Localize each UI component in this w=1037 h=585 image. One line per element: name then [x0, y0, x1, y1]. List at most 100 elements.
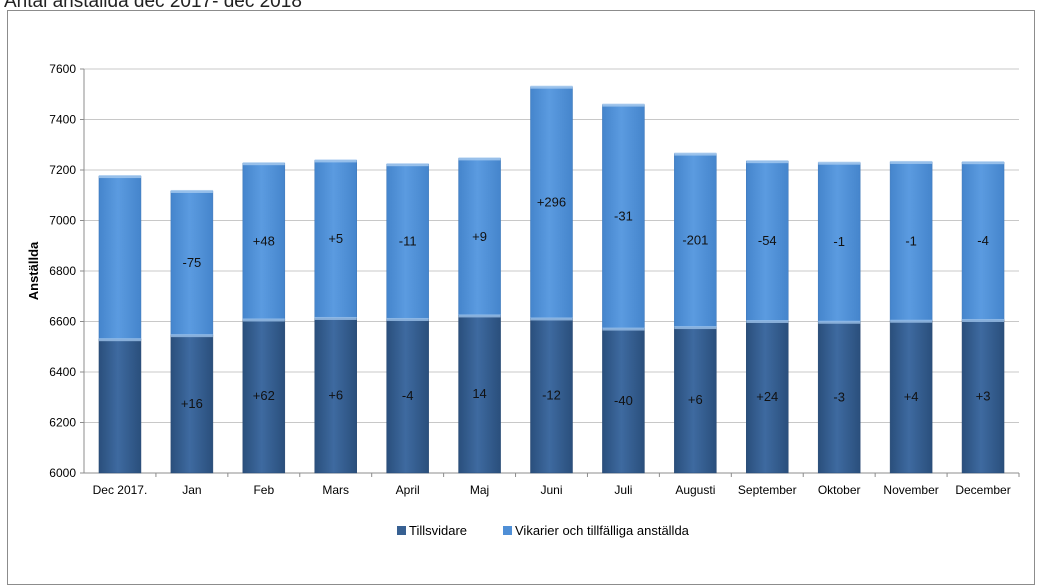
x-tick-label: Juni [540, 483, 562, 497]
x-tick-label: December [955, 483, 1010, 497]
legend-label-tillsvidare: Tillsvidare [409, 523, 467, 538]
bar-top-edge [314, 159, 357, 163]
y-axis-label: Anställda [26, 241, 41, 300]
bar-top-edge [818, 161, 861, 165]
data-label-tillsvidare: -12 [542, 388, 561, 403]
bars: +16 -75 +62 +48 +6 +5 -4 -11 14 +9 -12 +296 -40 -31 +6… [98, 85, 1005, 474]
bar-tillsvidare [961, 319, 1005, 474]
data-label-vikarier: +48 [253, 233, 275, 248]
y-tick-label: 6000 [49, 466, 76, 480]
bar-segment-edge [458, 314, 501, 318]
y-tick-label: 6200 [49, 416, 76, 430]
bar-segment-edge [602, 327, 645, 331]
data-label-tillsvidare: -3 [833, 389, 845, 404]
bar-top-edge [98, 175, 141, 179]
bar-vikarier [746, 160, 789, 322]
data-label-vikarier: -75 [182, 255, 201, 270]
bar-tillsvidare [458, 315, 501, 474]
x-tick-label: Mars [322, 483, 349, 497]
x-tick-label: Juli [614, 483, 632, 497]
data-label-vikarier: -31 [614, 209, 633, 224]
bar-tillsvidare [242, 319, 286, 474]
data-label-vikarier: -4 [977, 233, 989, 248]
x-axis-ticks: Dec 2017. Jan Feb Mars April Maj Juni Juli Augus… [93, 473, 1020, 497]
bar-vikarier [817, 162, 861, 323]
y-tick-label: 7000 [49, 214, 76, 228]
bar-tillsvidare [98, 338, 142, 474]
bar-top-edge [530, 85, 573, 89]
data-label-tillsvidare: 14 [472, 386, 486, 401]
bar-tillsvidare [314, 317, 357, 474]
y-tick-label: 7400 [49, 113, 76, 127]
bar-segment-edge [386, 317, 429, 321]
bar-segment-edge [746, 319, 789, 323]
bar-tillsvidare [746, 320, 789, 474]
data-label-vikarier: -1 [833, 234, 845, 249]
bar-segment-edge [674, 326, 717, 330]
data-label-tillsvidare: +4 [904, 389, 919, 404]
x-tick-label: Maj [470, 483, 489, 497]
data-label-tillsvidare: +6 [328, 387, 343, 402]
x-tick-label: Dec 2017. [93, 483, 148, 497]
bar-top-edge [602, 103, 645, 107]
bar-top-edge [746, 160, 789, 164]
bar-tillsvidare [817, 321, 861, 474]
bar-segment-edge [962, 318, 1005, 322]
bar-segment-edge [314, 316, 357, 320]
bar-top-edge [458, 157, 501, 161]
legend-swatch-tillsvidare [397, 526, 406, 535]
y-tick-label: 7200 [49, 163, 76, 177]
data-label-vikarier: +296 [537, 195, 566, 210]
x-tick-label: April [396, 483, 420, 497]
data-label-vikarier: -54 [758, 233, 777, 248]
bar-tillsvidare [674, 326, 717, 474]
bar-vikarier [170, 190, 214, 336]
data-label-vikarier: +5 [328, 231, 343, 246]
x-tick-label: Augusti [675, 483, 715, 497]
legend-swatch-vikarier [503, 526, 512, 535]
data-label-tillsvidare: -4 [402, 388, 414, 403]
bar-vikarier [674, 153, 717, 328]
y-tick-label: 6600 [49, 315, 76, 329]
bar-vikarier [98, 175, 142, 340]
x-tick-label: September [738, 483, 797, 497]
y-tick-label: 7600 [49, 62, 76, 76]
bar-tillsvidare [602, 328, 645, 474]
bar-segment-edge [170, 334, 213, 338]
data-label-tillsvidare: +3 [976, 388, 991, 403]
bar-tillsvidare [386, 318, 429, 474]
bar-segment-edge [818, 320, 861, 324]
bar-tillsvidare [530, 318, 573, 474]
y-axis-ticks: 6000 6200 6400 6600 6800 7000 7200 7400 7600 [49, 62, 1019, 480]
data-label-vikarier: -1 [905, 233, 917, 248]
bar-top-edge [890, 160, 933, 164]
x-tick-label: Feb [253, 483, 274, 497]
y-tick-label: 6400 [49, 365, 76, 379]
x-tick-label: Oktober [818, 483, 861, 497]
bar-vikarier [386, 163, 429, 320]
data-label-vikarier: -201 [682, 232, 708, 247]
data-label-vikarier: -11 [399, 234, 417, 249]
bar-vikarier [242, 162, 286, 320]
data-label-tillsvidare: -40 [614, 393, 633, 408]
y-tick-label: 6800 [49, 264, 76, 278]
bar-vikarier [602, 104, 645, 329]
data-label-vikarier: +9 [472, 229, 487, 244]
x-tick-label: Jan [182, 483, 201, 497]
data-label-tillsvidare: +16 [181, 396, 203, 411]
bar-vikarier [961, 161, 1005, 321]
bar-top-edge [242, 162, 285, 166]
x-tick-label: November [883, 483, 938, 497]
bar-top-edge [962, 161, 1005, 165]
data-label-tillsvidare: +6 [688, 392, 703, 407]
bar-segment-edge [98, 338, 141, 342]
bar-vikarier [889, 161, 933, 321]
bar-vikarier [458, 158, 501, 316]
bar-segment-edge [242, 318, 285, 322]
legend: Tillsvidare Vikarier och tillfälliga anst… [397, 523, 690, 538]
bar-segment-edge [890, 319, 933, 323]
bar-vikarier [314, 160, 357, 319]
bar-top-edge [170, 189, 213, 193]
legend-label-vikarier: Vikarier och tillfälliga anställda [515, 523, 690, 538]
